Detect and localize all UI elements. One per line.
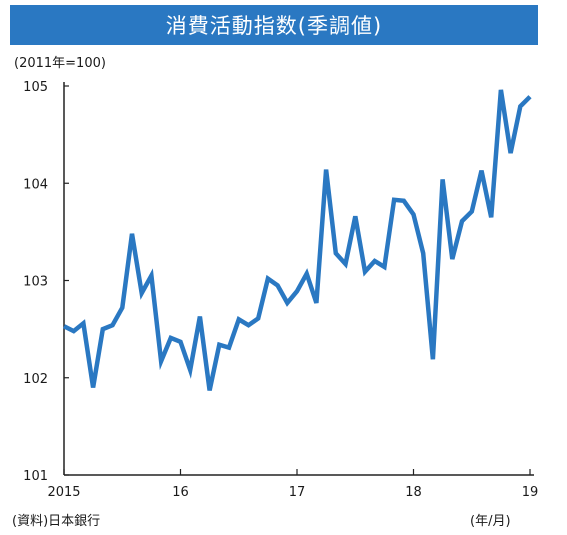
y-tick-label: 101: [23, 469, 48, 484]
x-tick-label: 19: [522, 485, 539, 500]
y-axis-ticks: 101 102 103 104 105: [23, 80, 69, 484]
x-axis-ticks: 2015 16 17 18 19: [47, 469, 538, 500]
series-layer: [62, 89, 532, 391]
x-tick-label: 17: [289, 485, 306, 500]
x-tick-label: 2015: [47, 485, 80, 500]
chart-title: 消費活動指数(季調値): [10, 5, 538, 45]
x-axis-unit-note: (年/月): [470, 514, 511, 529]
y-tick-label: 105: [23, 80, 48, 95]
x-tick-label: 18: [405, 485, 422, 500]
y-tick-label: 103: [23, 275, 48, 290]
y-tick-label: 104: [23, 177, 48, 192]
unit-note: (2011年=100): [14, 56, 106, 71]
series-line: [62, 89, 532, 391]
x-tick-label: 16: [172, 485, 189, 500]
source-note: (資料)日本銀行: [12, 514, 101, 529]
axes: [63, 82, 534, 476]
y-tick-label: 102: [23, 372, 48, 387]
